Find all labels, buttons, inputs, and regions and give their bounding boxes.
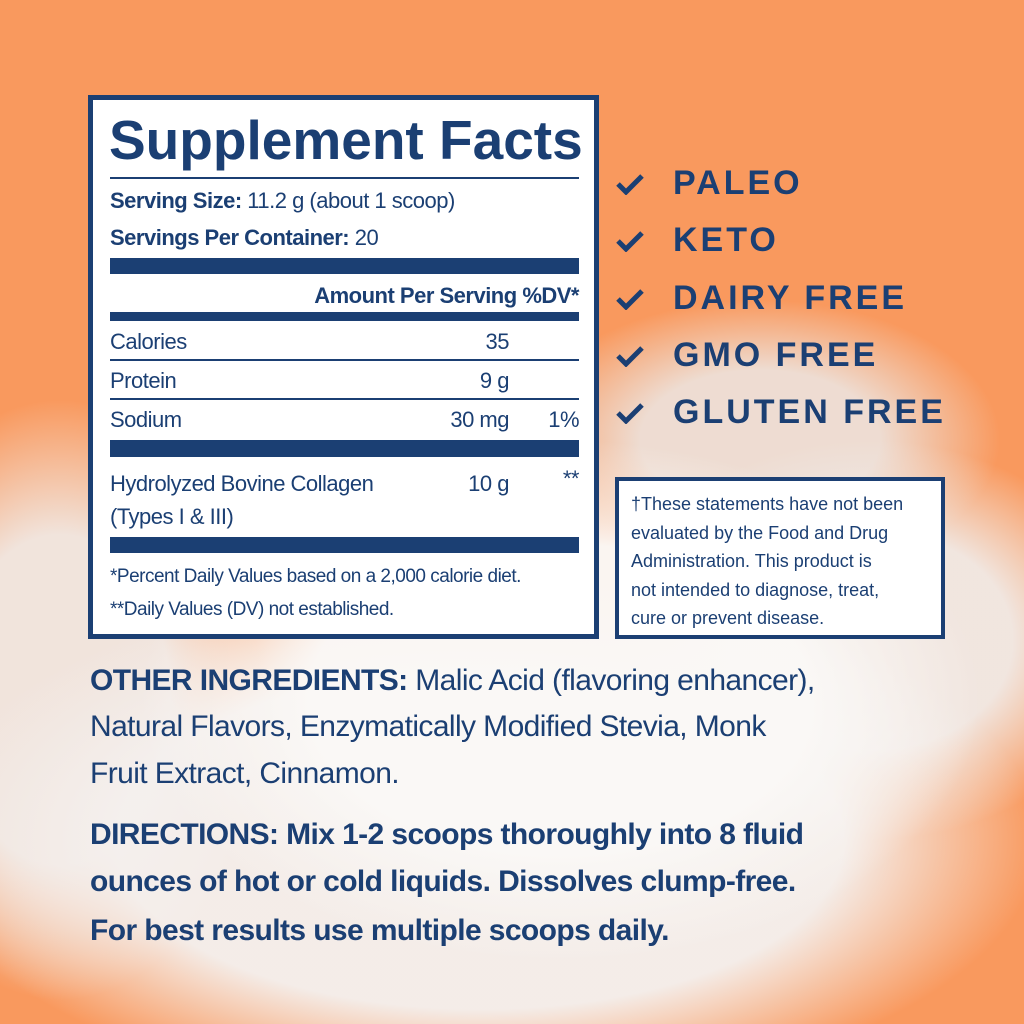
disclaimer-line: evaluated by the Food and Drug (631, 522, 889, 543)
header-dv: %DV* (522, 283, 579, 308)
disclaimer-line: Administration. This product is (631, 551, 872, 571)
fda-disclaimer-box: †These statements have not been evaluate… (615, 477, 945, 639)
collagen-amount: 10 g (468, 471, 509, 496)
header-amount: Amount Per Serving (314, 283, 517, 308)
servings-label: Servings Per Container: (110, 225, 350, 250)
directions-line: For best results use multiple scoops dai… (90, 914, 669, 947)
servings-per-container: Servings Per Container: 20 (110, 225, 379, 251)
disclaimer-line: †These statements have not been (631, 494, 904, 514)
claim-label: DAIRY FREE (673, 279, 908, 317)
checkmark-icon (616, 173, 644, 195)
footnote-not-established: **Daily Values (DV) not established. (110, 599, 394, 620)
serving-size-value: 11.2 g (about 1 scoop) (247, 188, 455, 213)
column-header: Amount Per Serving %DV* (314, 283, 579, 309)
row-protein-amount: 9 g (479, 368, 510, 393)
footnote-dv: *Percent Daily Values based on a 2,000 c… (110, 566, 521, 587)
claim-label: GMO FREE (673, 336, 879, 374)
ingredients-line: Malic Acid (flavoring enhancer), (407, 664, 815, 697)
thick-divider (110, 537, 579, 553)
divider (110, 359, 579, 361)
row-calories-amount: 35 (485, 329, 510, 354)
facts-title: Supplement Facts (109, 109, 583, 171)
checkmark-icon (616, 402, 644, 424)
supplement-facts-panel: Supplement Facts Serving Size: 11.2 g (a… (88, 95, 599, 639)
other-ingredients-label: OTHER INGREDIENTS: (90, 664, 408, 697)
claim-item: GMO FREE (615, 336, 878, 375)
thick-divider (110, 440, 579, 457)
checkmark-icon (616, 288, 644, 310)
ingredients-line: Natural Flavors, Enzymatically Modified … (90, 710, 766, 743)
claim-item: GLUTEN FREE (615, 393, 946, 432)
claim-item: PALEO (615, 164, 803, 203)
collagen-name: Hydrolyzed Bovine Collagen (110, 471, 374, 496)
divider (110, 398, 579, 400)
claim-item: KETO (615, 221, 779, 260)
row-protein-name: Protein (110, 368, 177, 393)
checkmark-icon (616, 345, 644, 367)
directions-line: ounces of hot or cold liquids. Dissolves… (90, 865, 796, 898)
claim-item: DAIRY FREE (615, 279, 907, 318)
collagen-types: (Types I & III) (110, 504, 234, 529)
ingredients-line: Fruit Extract, Cinnamon. (90, 757, 400, 790)
checkmark-icon (616, 230, 644, 252)
collagen-dv: ** (562, 466, 580, 491)
serving-size-label: Serving Size: (110, 188, 242, 213)
row-sodium-amount: 30 mg (450, 407, 509, 432)
serving-size: Serving Size: 11.2 g (about 1 scoop) (110, 188, 455, 214)
divider (110, 177, 579, 179)
other-ingredients: OTHER INGREDIENTS: Malic Acid (flavoring… (90, 664, 815, 698)
disclaimer-line: not intended to diagnose, treat, (631, 579, 880, 600)
thick-divider (110, 258, 579, 274)
row-sodium-dv: 1% (548, 407, 579, 432)
claim-label: GLUTEN FREE (673, 393, 946, 431)
claim-label: PALEO (673, 164, 803, 202)
servings-value: 20 (354, 225, 379, 250)
row-calories-name: Calories (110, 329, 187, 354)
claim-label: KETO (673, 221, 779, 259)
row-sodium-name: Sodium (110, 407, 182, 432)
disclaimer-line: cure or prevent disease. (631, 608, 825, 628)
thick-divider (110, 312, 579, 321)
directions-line: DIRECTIONS: Mix 1-2 scoops thoroughly in… (90, 818, 804, 851)
